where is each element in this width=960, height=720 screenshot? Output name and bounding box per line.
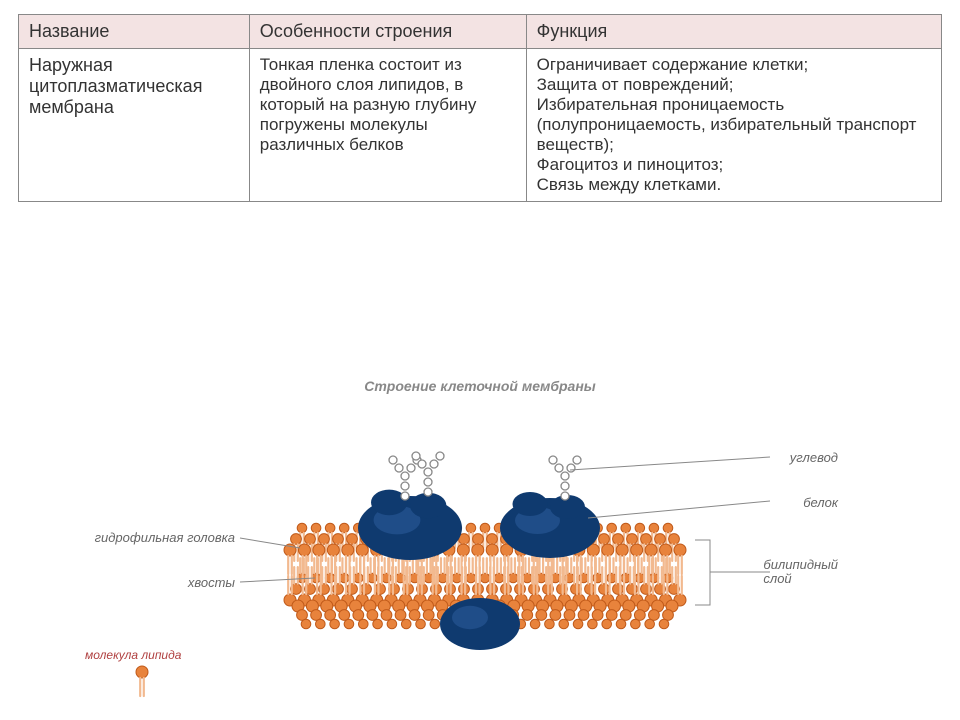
label-tails: хвосты xyxy=(165,575,235,590)
cell-function: Ограничивает содержание клетки;Защита от… xyxy=(526,49,941,202)
cell-structure: Тонкая пленка состоит из двойного слоя л… xyxy=(249,49,526,202)
membrane-diagram: углевод белок билипидный слой гидрофильн… xyxy=(110,400,850,700)
th-structure: Особенности строения xyxy=(249,15,526,49)
label-bilipid: билипидный слой xyxy=(763,558,838,587)
structure-table: Название Особенности строения Функция На… xyxy=(18,14,942,202)
cell-name: Наружная цитоплазматическая мембрана xyxy=(19,49,250,202)
th-name: Название xyxy=(19,15,250,49)
label-head: гидрофильная головка xyxy=(70,530,235,545)
diagram-title: Строение клеточной мембраны xyxy=(0,378,960,394)
th-function: Функция xyxy=(526,15,941,49)
table-row: Наружная цитоплазматическая мембрана Тон… xyxy=(19,49,942,202)
label-carbohydrate: углевод xyxy=(790,450,838,465)
label-lipid-molecule: молекула липида xyxy=(85,648,181,662)
label-protein: белок xyxy=(803,495,838,510)
